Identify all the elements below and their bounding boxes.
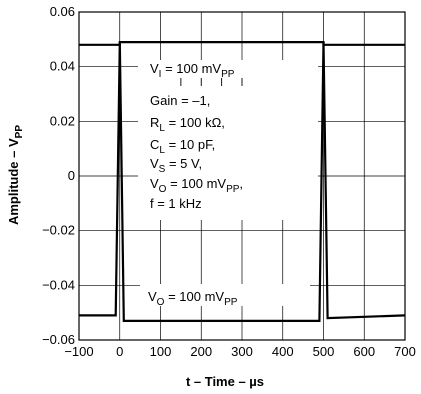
y-tick-label: −0.02 — [42, 223, 75, 238]
annotation-background-bottom — [140, 284, 310, 306]
x-tick-label: 300 — [231, 344, 253, 359]
x-axis-title: t – Time – µs — [186, 374, 264, 389]
x-tick-label: 700 — [394, 344, 416, 359]
x-tick-label: 500 — [313, 344, 335, 359]
x-tick-label: 200 — [190, 344, 212, 359]
x-tick-label: −100 — [64, 344, 93, 359]
y-axis-title: Amplitude – VPP — [6, 125, 25, 225]
annotation-vs: VS = 5 V, — [150, 156, 202, 175]
y-tick-label: 0.02 — [50, 113, 75, 128]
tick-labels: −100 0 100 200 300 400 500 600 700 −0.06 −0.04 −0.0… — [42, 4, 416, 359]
annotation-cl: CL = 10 pF, — [150, 137, 215, 156]
annotation-tick-marks — [180, 78, 243, 86]
x-tick-label: 0 — [116, 344, 123, 359]
x-tick-label: 400 — [272, 344, 294, 359]
y-tick-label: −0.06 — [42, 332, 75, 347]
annotation-rl: RL = 100 kΩ, — [150, 115, 225, 134]
annotation-frequency: f = 1 kHz — [150, 196, 202, 211]
x-tick-label: 100 — [150, 344, 172, 359]
annotation-vi: VI = 100 mVPP — [150, 61, 235, 80]
series-line-vo — [79, 42, 406, 322]
y-tick-label: 0.04 — [50, 59, 75, 74]
annotation-background — [138, 60, 318, 220]
y-tick-label: 0 — [68, 168, 75, 183]
series-lines — [79, 40, 406, 322]
series-line-vi — [79, 40, 405, 46]
annotation-vo-bottom: VO = 100 mVPP — [148, 289, 238, 308]
y-tick-label: −0.04 — [42, 277, 75, 292]
plot-frame — [78, 11, 406, 341]
y-tick-label: 0.06 — [50, 4, 75, 19]
annotation-gain: Gain = –1, — [150, 93, 210, 108]
x-tick-label: 600 — [353, 344, 375, 359]
annotation-vo: VO = 100 mVPP, — [150, 176, 243, 195]
annotation-panel: VI = 100 mVPP Gain = –1, RL = 100 kΩ, CL… — [138, 60, 318, 308]
